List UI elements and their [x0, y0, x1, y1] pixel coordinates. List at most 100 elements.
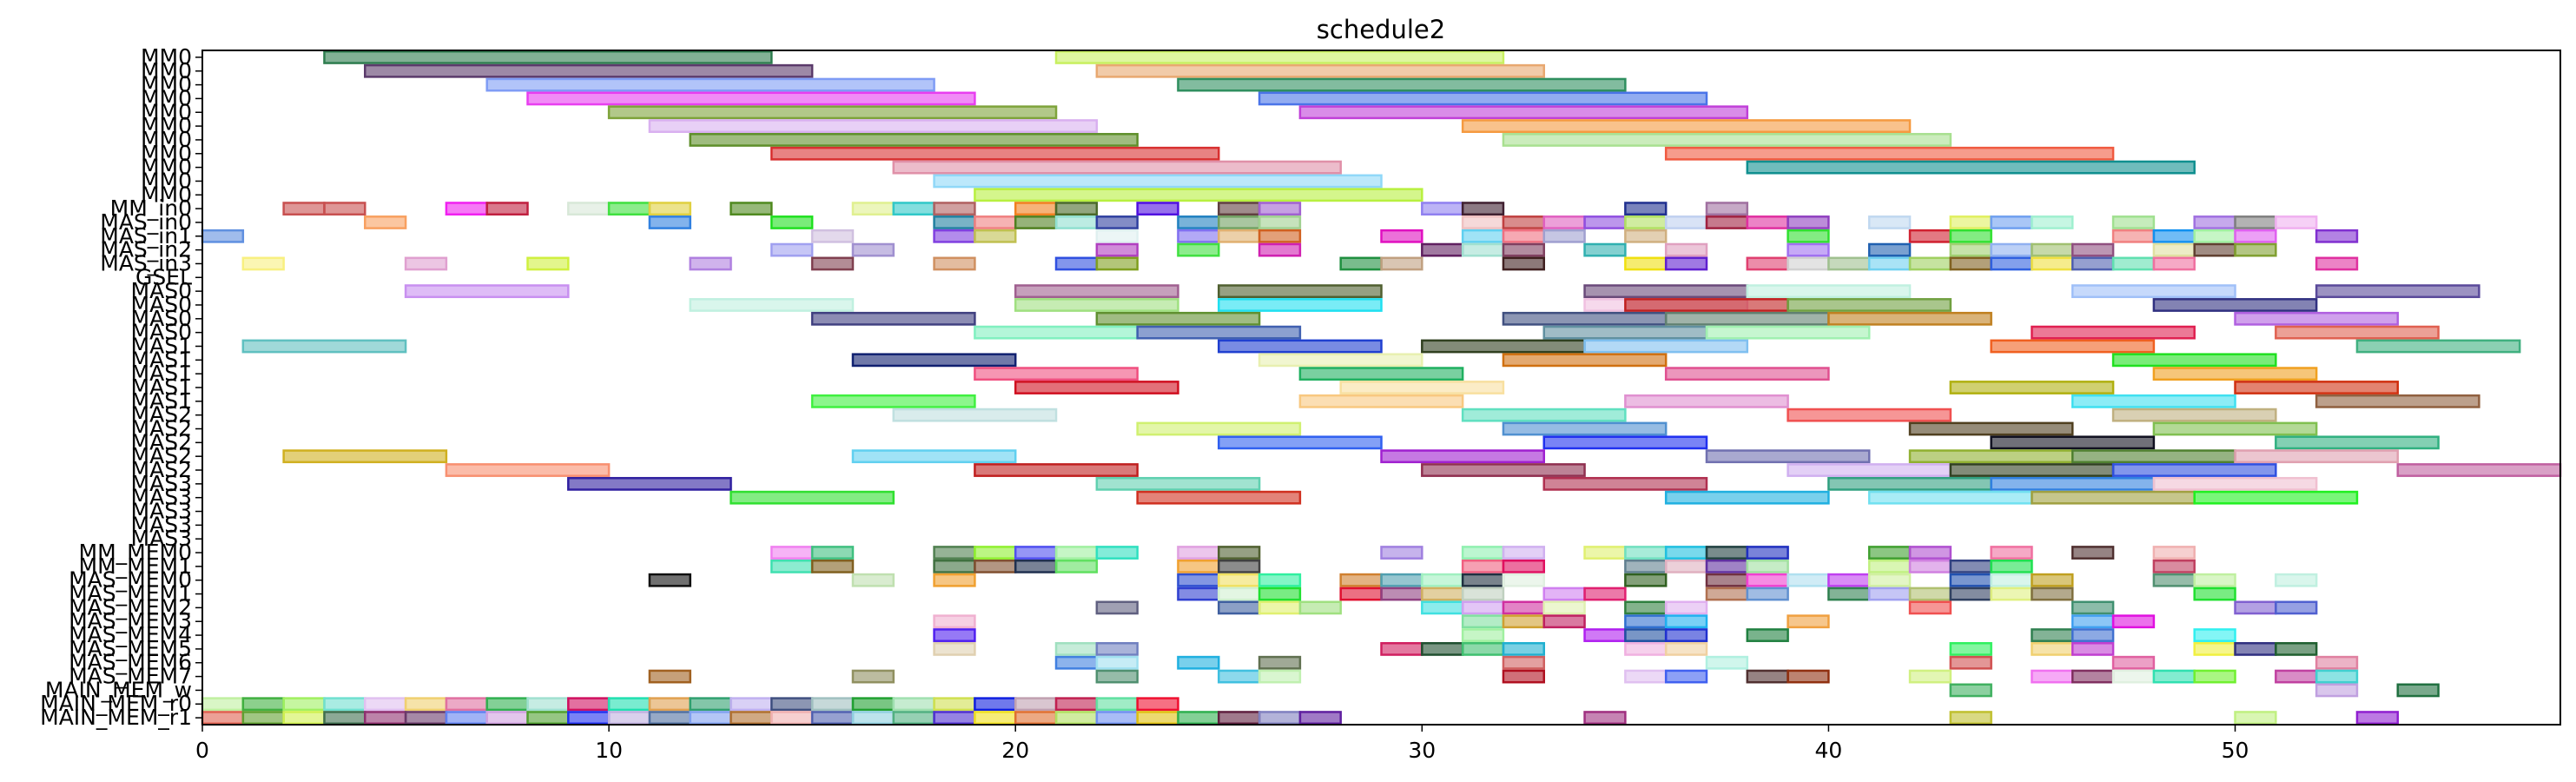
task-bar [933, 559, 976, 573]
task-bar [282, 711, 326, 725]
y-tick-label: MAS_MEM2 [69, 594, 192, 620]
task-bar [730, 202, 773, 216]
task-bar [770, 215, 814, 229]
task-bar [2315, 394, 2480, 408]
task-bar [2234, 215, 2277, 229]
task-bar [1664, 367, 1830, 381]
task-bar [241, 339, 407, 354]
task-bar [1054, 559, 1099, 573]
y-tick-label: MM0 [141, 127, 192, 152]
task-bar [1502, 311, 1668, 326]
task-bar [933, 641, 976, 656]
task-bar [1705, 586, 1749, 601]
task-bar [1990, 215, 2033, 229]
task-bar [404, 697, 448, 712]
task-bar [2275, 641, 2318, 656]
task-bar [851, 573, 895, 587]
task-bar [1177, 215, 1220, 229]
task-bar [2315, 669, 2359, 684]
task-bar [2111, 463, 2277, 477]
task-bar [1380, 573, 1423, 587]
task-bar [974, 367, 1139, 381]
y-tick-label: MAS1 [131, 374, 192, 400]
x-tick-label: 0 [195, 738, 209, 763]
task-bar [1298, 711, 1342, 725]
task-bar [1421, 641, 1464, 656]
task-bar [770, 559, 814, 573]
task-bar [1421, 586, 1464, 601]
task-bar [770, 546, 814, 560]
task-bar [363, 63, 814, 78]
task-bar [1095, 311, 1261, 326]
task-bar [770, 697, 814, 712]
task-bar [1421, 242, 1464, 257]
task-bar [1867, 256, 1912, 271]
task-bar [1746, 284, 1912, 299]
task-bar [2275, 215, 2318, 229]
task-bar [851, 697, 895, 712]
task-bar [1542, 435, 1708, 450]
task-bar [1908, 559, 1952, 573]
task-bar [282, 697, 326, 712]
task-bar [1298, 105, 1749, 120]
task-bar [1461, 229, 1505, 243]
task-bar [1218, 229, 1261, 243]
task-bar [567, 697, 611, 712]
task-bar [1095, 600, 1139, 615]
task-bar [933, 697, 976, 712]
task-bar [1095, 546, 1139, 560]
task-bar [1258, 711, 1302, 725]
task-bar [2031, 242, 2074, 257]
task-bar [2234, 449, 2400, 464]
y-tick-label: MM0 [141, 141, 192, 166]
task-bar [1908, 449, 2074, 464]
task-bar [1746, 628, 1789, 642]
task-bar [1339, 256, 1383, 271]
task-bar [1136, 490, 1302, 505]
task-bar [2111, 669, 2156, 684]
task-bar [1664, 559, 1708, 573]
task-bar [770, 711, 814, 725]
task-bar [1705, 546, 1749, 560]
y-tick-label: MAS_MEM7 [69, 664, 192, 689]
task-bar [282, 202, 326, 216]
task-bar [1218, 215, 1261, 229]
task-bar [2193, 669, 2236, 684]
task-bar [1218, 573, 1261, 587]
task-bar [526, 256, 570, 271]
task-bar [2152, 229, 2196, 243]
task-bar [810, 559, 855, 573]
y-tick-label: MAIN_MEM_r1 [40, 705, 192, 730]
task-bar [2071, 641, 2115, 656]
task-bar [1949, 711, 1992, 725]
y-tick-label: MAIN_MEM_r0 [40, 691, 192, 716]
task-bar [1177, 546, 1220, 560]
task-bar [607, 105, 1058, 120]
task-bar [1339, 381, 1505, 394]
task-bar [1177, 559, 1220, 573]
task-bar [1787, 256, 1830, 271]
task-bar [1990, 546, 2033, 560]
task-bar [2071, 449, 2236, 464]
task-bar [2152, 669, 2196, 684]
task-bar [1990, 559, 2033, 573]
task-bar [974, 188, 1423, 202]
task-bar [2275, 669, 2318, 684]
task-bar [1461, 600, 1505, 615]
task-bar [2031, 641, 2074, 656]
y-tick-label: MAS3 [131, 499, 192, 524]
y-tick-label: MAS_in0 [100, 209, 192, 235]
task-bar [2031, 628, 2074, 642]
y-tick-label: MAS0 [131, 320, 192, 345]
task-bar [689, 711, 732, 725]
y-tick-label: MM0 [141, 113, 192, 138]
task-bar [201, 697, 245, 712]
y-tick-label: MAS3 [131, 485, 192, 510]
task-bar [1461, 559, 1505, 573]
task-bar [1095, 242, 1139, 257]
task-bar [1258, 353, 1423, 368]
task-bar [526, 711, 570, 725]
task-bar [1258, 91, 1708, 106]
task-bar [1095, 256, 1139, 271]
